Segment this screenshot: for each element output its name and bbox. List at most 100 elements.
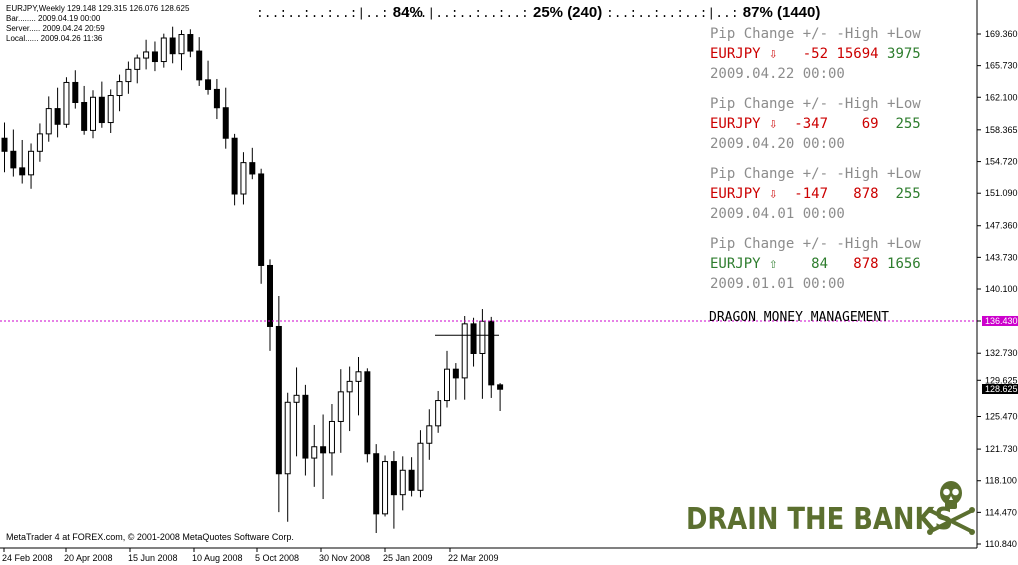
candle	[134, 54, 141, 84]
candle	[178, 30, 185, 71]
candle	[19, 139, 26, 184]
candle-body-down	[258, 173, 265, 266]
pip-panel-header: Pip Change +/- -High +Low	[710, 26, 921, 42]
candle	[479, 309, 486, 399]
candle-body-down	[302, 394, 309, 459]
meter-2-value: 25% (240)	[533, 4, 603, 21]
y-tick-label: 162.100	[985, 92, 1018, 102]
pip-panel-header: Pip Change +/- -High +Low	[710, 166, 921, 182]
y-tick-label: 110.840	[985, 539, 1017, 549]
pip-symbol: EURJPY ⇩	[710, 186, 778, 202]
y-tick-label: 132.730	[985, 348, 1018, 358]
candle-body-up	[337, 391, 344, 422]
candle-body-down	[373, 453, 380, 515]
x-tick-label: 30 Nov 2008	[319, 553, 370, 563]
candle-body-up	[36, 133, 43, 152]
candle	[98, 81, 105, 128]
candle	[364, 368, 371, 463]
y-tick-label: 114.470	[985, 507, 1017, 517]
candle	[81, 85, 88, 135]
candle	[125, 61, 132, 94]
last-price-tag-label: 128.625	[985, 384, 1018, 394]
pip-high: 15694	[828, 46, 879, 62]
candle-body-down	[196, 50, 203, 81]
candle	[355, 356, 362, 416]
pip-change: -147	[777, 186, 829, 202]
pip-panel-values: EURJPY ⇩ -147 878 255	[710, 184, 921, 204]
candle-body-down	[222, 107, 229, 139]
candle-body-down	[98, 96, 105, 124]
pip-symbol: EURJPY ⇩	[710, 116, 778, 132]
candle	[249, 147, 256, 180]
candle-body-down	[187, 34, 194, 52]
y-tick-label: 154.720	[985, 157, 1018, 167]
pip-panel-date: 2009.04.20 00:00	[710, 136, 845, 152]
candle-body-down	[231, 137, 238, 195]
candle	[151, 41, 158, 72]
candle-body-down	[267, 264, 273, 327]
candle	[435, 390, 442, 433]
candle	[275, 295, 282, 513]
pip-panel-header: Pip Change +/- -High +Low	[710, 96, 921, 112]
dragon-label: DRAGON MONEY MANAGEMENT	[709, 310, 890, 325]
candle-body-up	[293, 394, 300, 403]
pip-high: 878	[828, 186, 879, 202]
candle-body-up	[116, 81, 123, 97]
pip-symbol: EURJPY ⇩	[710, 46, 778, 62]
candle-body-down	[169, 37, 176, 55]
candle-body-down	[213, 88, 220, 109]
meter-3-value: 87% (1440)	[742, 4, 821, 21]
meter-3-bars: :..:..:..:..:|..:	[606, 6, 739, 21]
last-price-tag	[982, 384, 1018, 395]
pip-high: 69	[828, 116, 879, 132]
candle	[284, 392, 291, 522]
pip-low: 255	[878, 186, 921, 202]
candle	[240, 152, 247, 205]
candle	[373, 444, 380, 534]
candle	[302, 384, 309, 476]
x-tick-label: 25 Jan 2009	[383, 553, 433, 563]
candle-body-up	[461, 323, 468, 379]
pip-panel-1: Pip Change +/- -High +Low EURJPY ⇩ -52 15…	[710, 24, 921, 84]
x-tick-label: 24 Feb 2008	[2, 553, 53, 563]
candle	[444, 350, 450, 408]
candle	[205, 60, 212, 95]
candle	[90, 90, 96, 139]
y-tick-label: 129.625	[985, 375, 1018, 385]
candle	[337, 369, 344, 453]
candle	[196, 37, 203, 86]
time-axis: 24 Feb 2008 20 Apr 2008 15 Jun 2008 10 Aug …	[2, 548, 499, 563]
reference-price-tag-label: 136.430	[985, 316, 1018, 326]
candle-body-up	[328, 420, 335, 454]
y-tick-label: 147.360	[985, 221, 1018, 231]
candle	[222, 87, 229, 149]
x-tick-label: 10 Aug 2008	[192, 553, 243, 563]
overlays-group	[0, 320, 977, 336]
pip-low: 255	[878, 116, 921, 132]
candle-body-up	[107, 95, 114, 124]
y-tick-label: 169.360	[985, 29, 1018, 39]
candle	[311, 424, 318, 487]
candle-body-up	[399, 469, 406, 496]
candle	[267, 259, 273, 351]
local-line: Local...... 2009.04.26 11:36	[6, 34, 103, 43]
server-line: Server..... 2009.04.24 20:59	[6, 24, 105, 33]
pip-panel-2: Pip Change +/- -High +Low EURJPY ⇩ -347 6…	[710, 94, 921, 154]
y-tick-label: 151.090	[985, 188, 1018, 198]
pip-panel-values: EURJPY ⇧ 84 878 1656	[710, 254, 921, 274]
bar-line: Bar........ 2009.04.19 00:00	[6, 14, 101, 23]
candle-body-up	[311, 446, 318, 459]
candle-body-down	[275, 325, 282, 475]
candle	[10, 129, 17, 177]
candle-body-up	[346, 380, 353, 393]
candle	[169, 26, 176, 64]
y-tick-label: 140.100	[985, 284, 1018, 294]
candle-body-up	[143, 51, 150, 59]
candle	[497, 383, 504, 412]
x-tick-label: 22 Mar 2009	[448, 553, 499, 563]
candle	[231, 133, 238, 206]
candle	[382, 455, 389, 517]
pip-panel-values: EURJPY ⇩ -347 69 255	[710, 114, 921, 134]
candle-body-down	[205, 79, 212, 90]
price-axis: 169.360 165.730 162.100 158.365 154.720 151.0…	[977, 29, 1018, 549]
